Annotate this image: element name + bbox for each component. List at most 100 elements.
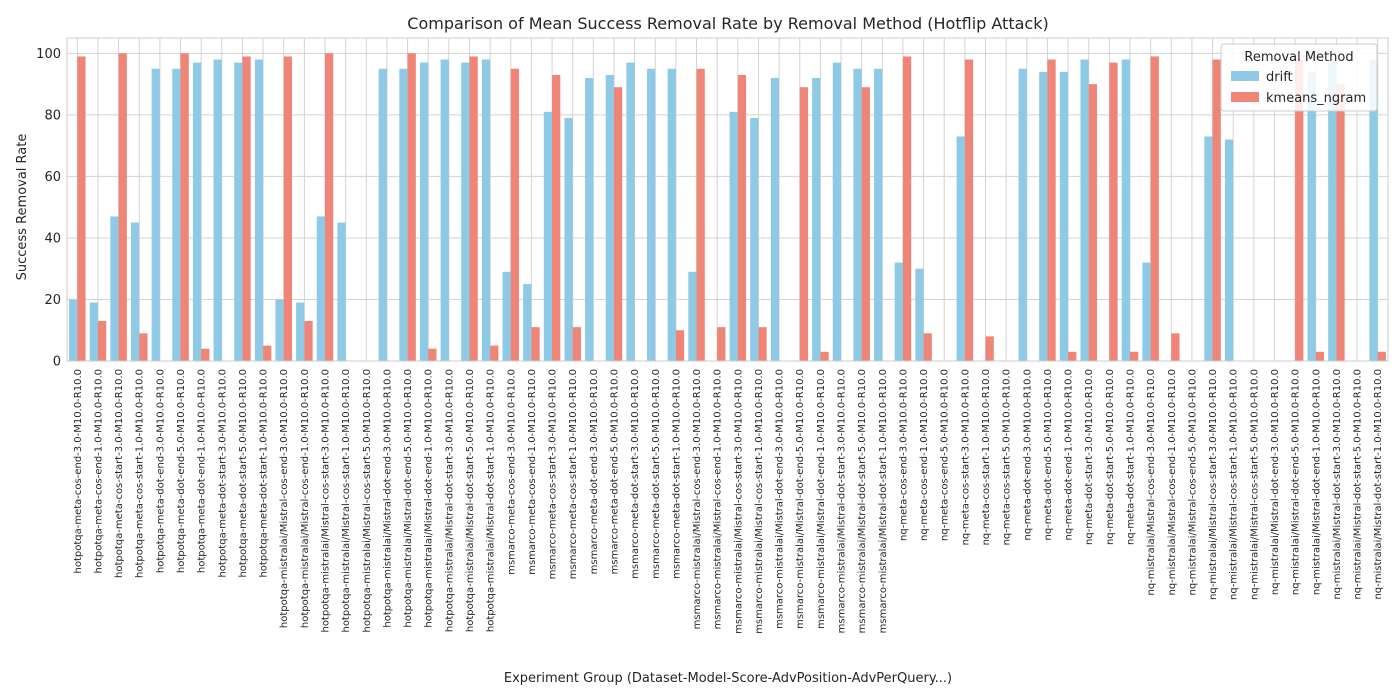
y-tick-label: 20 [44,293,61,308]
bar [1121,59,1130,362]
x-tick-label: msmarco-meta-dot-end-5.0-M10.0-R10.0 [609,369,620,574]
bar [820,351,829,361]
x-tick-label: nq-meta-cos-end-3.0-M10.0-R10.0 [898,369,909,541]
bar [894,262,903,361]
bar [110,216,119,361]
x-tick-label: hotpotqa-mistralai/Mistral-dot-end-5.0-M… [403,369,414,628]
x-tick-label: msmarco-meta-dot-start-1.0-M10.0-R10.0 [671,369,682,579]
bar [729,111,738,361]
bar [192,62,202,361]
legend-swatch-drift [1231,71,1259,81]
bar [325,53,334,361]
x-tick-label: hotpotqa-mistralai/Mistral-dot-end-1.0-M… [424,369,435,628]
x-tick-label: nq-meta-cos-start-1.0-M10.0-R10.0 [981,369,992,545]
x-tick-label: hotpotqa-meta-dot-start-1.0-M10.0-R10.0 [259,369,270,578]
bar [964,59,974,362]
bar [552,74,561,362]
series-drift [69,59,1378,362]
x-tick-label: nq-meta-dot-start-5.0-M10.0-R10.0 [1105,369,1116,545]
bar [1109,62,1118,361]
legend-title: Removal Method [1244,50,1353,65]
x-tick-label: nq-mistralai/Mistral-dot-start-3.0-M10.0… [1332,369,1343,600]
bar [97,321,107,361]
bar [696,68,705,361]
x-tick-label: nq-mistralai/Mistral-cos-end-3.0-M10.0-R… [1146,369,1157,596]
bar [1068,351,1077,361]
x-tick-label: hotpotqa-mistralai/Mistral-cos-start-3.0… [321,369,332,633]
plot-frame [66,37,1389,362]
bar [572,327,581,361]
bar [151,68,160,361]
bar [956,136,965,361]
bar [832,62,842,361]
x-tick-label: msmarco-meta-cos-end-3.0-M10.0-R10.0 [506,369,517,575]
x-tick-label: nq-meta-dot-end-3.0-M10.0-R10.0 [1022,369,1033,541]
bar [139,333,148,361]
bar [242,56,251,361]
legend-label-kmeans-ngram: kmeans_ngram [1266,91,1366,106]
bar [902,56,912,361]
legend-swatch-kmeans-ngram [1231,92,1259,102]
x-tick-label: msmarco-meta-cos-end-1.0-M10.0-R10.0 [527,369,538,575]
x-tick-label: hotpotqa-meta-dot-start-3.0-M10.0-R10.0 [217,369,228,578]
bar [419,62,429,361]
bar [667,68,676,361]
bar [510,68,520,361]
bar [440,59,449,362]
bar [130,222,140,361]
bar [316,216,326,361]
bar [915,268,924,361]
series-kmeans-ngram [77,53,1386,362]
bar [1377,351,1386,361]
bar [1171,333,1180,361]
x-tick-label: nq-meta-cos-start-5.0-M10.0-R10.0 [1002,369,1013,545]
bar [263,345,272,361]
x-tick-label: nq-mistralai/Mistral-cos-end-5.0-M10.0-R… [1187,369,1198,596]
bar [1212,59,1221,362]
bar [647,68,656,361]
y-tick-label: 0 [53,355,61,370]
bar [613,87,623,361]
bar [758,327,767,361]
bar [254,59,264,362]
x-tick-label: hotpotqa-mistralai/Mistral-cos-start-5.0… [362,369,373,633]
bar [296,302,305,361]
bar [717,327,726,361]
bars [69,53,1386,362]
x-tick-label: nq-mistralai/Mistral-cos-end-1.0-M10.0-R… [1167,369,1178,596]
x-tick-label: hotpotqa-meta-cos-end-3.0-M10.0-R10.0 [73,369,84,574]
y-tick-label: 100 [36,47,61,62]
x-tick-label: msmarco-mistralai/Mistral-dot-end-5.0-M1… [795,369,806,629]
bar [750,117,759,361]
bar [1224,139,1234,361]
x-tick-label: nq-meta-dot-end-5.0-M10.0-R10.0 [1043,369,1054,541]
bar [407,53,416,361]
bar [201,348,210,361]
bar [1129,351,1139,361]
x-tick-label: msmarco-mistralai/Mistral-cos-end-1.0-M1… [713,369,724,629]
legend: Removal Method drift kmeans_ngram [1220,43,1378,112]
bar [861,87,870,361]
bar [874,68,883,361]
x-tick-label: hotpotqa-mistralai/Mistral-dot-end-3.0-M… [382,369,393,628]
bar [304,321,313,361]
bar [1088,84,1097,362]
x-tick-label: msmarco-meta-dot-start-5.0-M10.0-R10.0 [651,369,662,579]
x-tick-label: nq-meta-cos-end-1.0-M10.0-R10.0 [919,369,930,541]
bar [675,330,685,361]
x-tick-label: hotpotqa-mistralai/Mistral-dot-start-1.0… [486,369,497,632]
bar [523,284,532,361]
y-axis-label: Success Removal Rate [15,134,30,281]
y-tick-label: 80 [44,108,61,123]
y-ticks: 0 20 40 60 80 100 [36,47,61,370]
x-tick-label: nq-meta-dot-start-3.0-M10.0-R10.0 [1084,369,1095,545]
x-tick-label: hotpotqa-mistralai/Mistral-dot-start-5.0… [465,369,476,632]
x-tick-label: nq-mistralai/Mistral-dot-end-5.0-M10.0-R… [1291,369,1302,595]
bar [180,53,189,361]
bar [585,77,594,361]
x-tick-label: hotpotqa-meta-dot-end-1.0-M10.0-R10.0 [197,369,208,573]
bar [481,59,491,362]
x-tick-label: msmarco-mistralai/Mistral-cos-start-3.0-… [733,369,744,634]
x-tick-label: nq-meta-cos-start-3.0-M10.0-R10.0 [960,369,971,545]
